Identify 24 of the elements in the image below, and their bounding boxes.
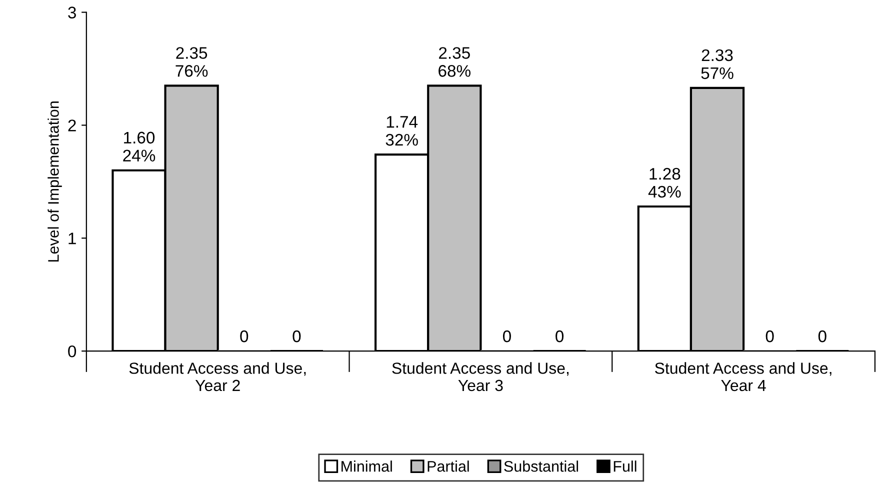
data-label: 1.74 32% (386, 116, 418, 146)
data-label: 0 (502, 330, 511, 342)
data-label: 1.28 43% (648, 168, 681, 198)
data-label: 1.60 24% (123, 132, 156, 162)
legend-label: Minimal (342, 460, 392, 472)
y-axis-title: Level of Implementation (48, 102, 62, 262)
data-label: 2.35 76% (176, 47, 208, 77)
data-label: 0 (766, 330, 774, 342)
y-tick-label: 0 (68, 345, 76, 358)
data-label: 0 (292, 330, 301, 342)
legend-label: Partial (428, 460, 469, 472)
data-label: 2.35 68% (438, 47, 470, 77)
legend-label: Substantial (504, 460, 578, 472)
data-label: 2.33 57% (701, 49, 734, 80)
data-label: 0 (240, 330, 248, 342)
legend-label: Full (614, 460, 636, 472)
y-tick-label: 2 (68, 120, 76, 132)
x-tick-label: Student Access and Use, Year 2 (129, 362, 306, 392)
data-label: 0 (818, 330, 826, 342)
y-tick-label: 3 (68, 6, 76, 18)
data-label: 0 (556, 330, 564, 342)
x-tick-label: Student Access and Use, Year 4 (655, 362, 832, 392)
x-tick-label: Student Access and Use, Year 3 (392, 362, 568, 392)
y-tick-label: 1 (68, 232, 76, 244)
